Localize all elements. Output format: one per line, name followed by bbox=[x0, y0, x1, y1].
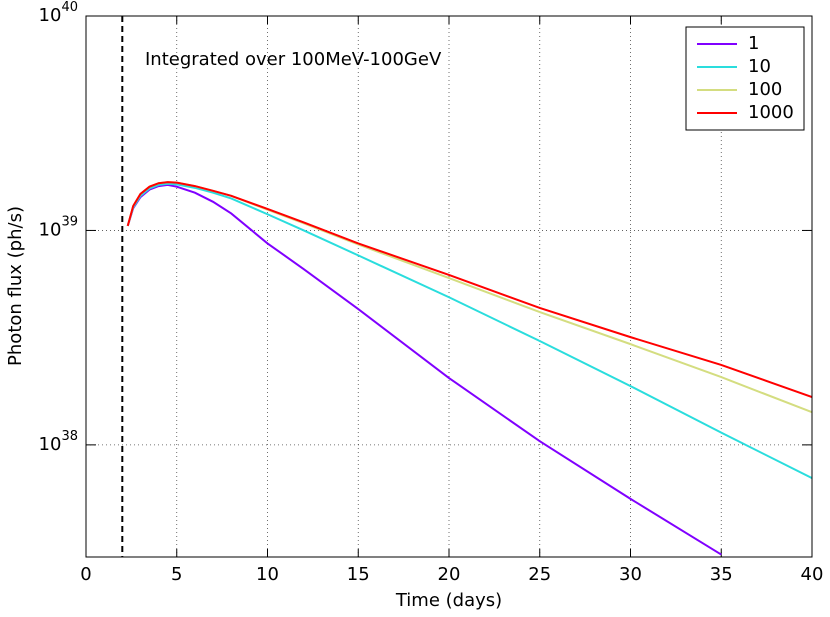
legend-label: 1 bbox=[748, 33, 759, 54]
plot-lines bbox=[126, 181, 812, 556]
series-line bbox=[126, 182, 812, 479]
x-tick-label: 20 bbox=[438, 564, 461, 585]
y-tick-label: 1040 bbox=[39, 0, 78, 26]
x-tick-label: 0 bbox=[80, 564, 91, 585]
y-tick-label: 1039 bbox=[39, 214, 78, 241]
series-line bbox=[126, 181, 812, 414]
x-axis-label: Time (days) bbox=[395, 590, 502, 611]
plot-frame bbox=[85, 15, 813, 558]
y-tick-label: 1038 bbox=[39, 428, 78, 455]
y-axis-label: Photon flux (ph/s) bbox=[5, 206, 26, 366]
x-tick-label: 30 bbox=[619, 564, 642, 585]
annotation: Integrated over 100MeV-100GeV bbox=[145, 49, 442, 70]
legend-label: 1000 bbox=[748, 102, 794, 123]
x-tick-label: 35 bbox=[710, 564, 733, 585]
x-tick-label: 10 bbox=[256, 564, 279, 585]
x-tick-label: 25 bbox=[528, 564, 551, 585]
x-tick-label: 15 bbox=[347, 564, 370, 585]
legend-label: 100 bbox=[748, 79, 782, 100]
legend-label: 10 bbox=[748, 56, 771, 77]
x-tick-label: 40 bbox=[801, 564, 824, 585]
series-line bbox=[126, 183, 722, 556]
series-line bbox=[126, 181, 812, 399]
x-tick-label: 5 bbox=[171, 564, 182, 585]
